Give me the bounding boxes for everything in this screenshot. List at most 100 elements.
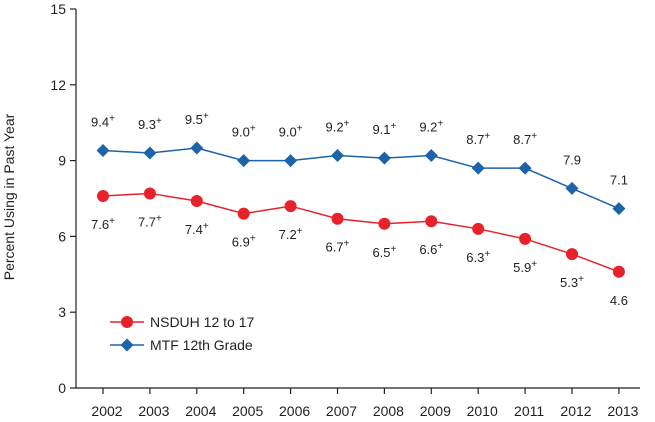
series-line <box>102 147 620 210</box>
data-label: 9.5+ <box>185 111 209 127</box>
significance-marker: + <box>297 226 303 237</box>
legend-item: MTF 12th Grade <box>110 337 253 353</box>
x-tick-label: 2012 <box>560 403 591 419</box>
data-label: 8.7+ <box>466 131 490 147</box>
series-nsduh: 7.6+ 7.7+ 7.4+ 6.9+ 7.2+ 6.7+ 6.5+ 6.6+ 6.3+ 5.9+… <box>91 187 628 308</box>
data-label: 9.2+ <box>326 119 350 135</box>
legend-marker-circle <box>121 316 133 328</box>
data-point-diamond <box>565 181 579 195</box>
legend: NSDUH 12 to 17 MTF 12th Grade <box>110 314 254 353</box>
data-point-circle <box>566 248 578 261</box>
significance-marker: + <box>484 131 490 142</box>
legend-label: MTF 12th Grade <box>150 337 253 353</box>
series-layer: 7.6+ 7.7+ 7.4+ 6.9+ 7.2+ 6.7+ 6.5+ 6.6+ 6.3+ 5.9+… <box>91 111 628 308</box>
data-label: 8.7+ <box>513 131 537 147</box>
data-label: 9.3+ <box>138 116 162 132</box>
series-mtf: 9.4+ 9.3+ 9.5+ 9.0+ 9.0+ 9.2+ 9.1+ 9.2+ 8.7+ 8.7+… <box>91 111 628 216</box>
significance-marker: + <box>437 119 443 130</box>
significance-marker: + <box>203 221 209 232</box>
significance-marker: + <box>109 113 115 124</box>
series-line <box>102 192 620 273</box>
legend-label: NSDUH 12 to 17 <box>150 314 254 330</box>
y-tick-label: 6 <box>58 228 66 244</box>
data-point-circle <box>143 187 156 200</box>
x-tick-label: 2008 <box>373 403 404 419</box>
x-tick-label: 2002 <box>91 403 122 419</box>
x-tick-label: 2004 <box>185 403 216 419</box>
y-tick-label: 12 <box>50 77 66 93</box>
data-point-circle <box>331 212 344 225</box>
y-tick-label: 9 <box>58 153 66 169</box>
significance-marker: + <box>344 119 350 130</box>
data-point-circle <box>425 215 438 228</box>
data-label: 7.9 <box>563 152 581 167</box>
significance-marker: + <box>578 274 584 285</box>
data-label: 6.3+ <box>466 249 490 265</box>
significance-marker: + <box>531 259 537 270</box>
data-point-diamond <box>612 202 626 216</box>
data-point-diamond <box>331 149 344 163</box>
data-point-circle <box>472 222 485 235</box>
data-point-circle <box>97 189 109 202</box>
y-axis-label: Percent Using in Past Year <box>1 113 17 280</box>
data-label: 5.3+ <box>560 274 584 290</box>
significance-marker: + <box>156 213 162 224</box>
data-point-circle <box>612 265 625 278</box>
data-point-diamond <box>424 149 438 163</box>
significance-marker: + <box>250 124 256 135</box>
data-point-diamond <box>96 143 110 157</box>
data-label: 9.1+ <box>372 121 396 137</box>
significance-marker: + <box>156 116 162 127</box>
data-point-diamond <box>237 154 251 168</box>
data-label: 9.0+ <box>232 124 256 140</box>
data-label: 9.4+ <box>91 113 115 129</box>
data-point-diamond <box>471 161 485 175</box>
significance-marker: + <box>531 131 537 142</box>
significance-marker: + <box>297 124 303 135</box>
data-point-circle <box>237 207 250 220</box>
data-point-diamond <box>190 141 204 155</box>
x-tick-label: 2007 <box>326 403 357 419</box>
significance-marker: + <box>344 239 350 250</box>
data-point-diamond <box>377 151 391 165</box>
y-tick-label: 3 <box>58 304 66 320</box>
significance-marker: + <box>203 111 209 122</box>
x-tick-label: 2013 <box>607 403 638 419</box>
significance-marker: + <box>250 234 256 245</box>
x-tick-label: 2010 <box>467 403 498 419</box>
x-tick-label: 2003 <box>138 403 169 419</box>
data-label: 6.5+ <box>372 244 396 260</box>
data-label: 7.1 <box>610 173 628 188</box>
axes: 0 3 6 9 12 15 2002 2003 2004 2005 2006 2007 2008 2009… <box>50 1 640 419</box>
data-label: 7.4+ <box>185 221 209 237</box>
legend-item: NSDUH 12 to 17 <box>110 314 254 330</box>
significance-marker: + <box>484 249 490 260</box>
x-tick-label: 2005 <box>232 403 263 419</box>
y-tick-label: 15 <box>50 1 66 17</box>
x-tick-label: 2006 <box>279 403 310 419</box>
significance-marker: + <box>437 241 443 252</box>
data-point-circle <box>190 195 203 208</box>
data-point-diamond <box>143 146 157 160</box>
data-point-diamond <box>518 161 532 175</box>
x-tick-label: 2009 <box>420 403 451 419</box>
data-label: 9.0+ <box>279 124 303 140</box>
data-label: 6.6+ <box>419 241 443 257</box>
data-label: 4.6 <box>610 293 628 308</box>
data-point-circle <box>378 217 391 230</box>
data-point-circle <box>519 232 532 245</box>
data-label: 5.9+ <box>513 259 537 275</box>
significance-marker: + <box>391 121 397 132</box>
data-label: 7.6+ <box>91 216 115 232</box>
data-point-circle <box>284 200 297 213</box>
data-label: 7.7+ <box>138 213 162 229</box>
data-label: 6.9+ <box>232 234 256 250</box>
data-label: 9.2+ <box>419 119 443 135</box>
data-point-diamond <box>284 154 298 168</box>
x-tick-label: 2011 <box>514 403 544 419</box>
y-tick-label: 0 <box>58 380 66 396</box>
data-label: 6.7+ <box>326 239 350 255</box>
significance-marker: + <box>391 244 397 255</box>
data-label: 7.2+ <box>279 226 303 242</box>
